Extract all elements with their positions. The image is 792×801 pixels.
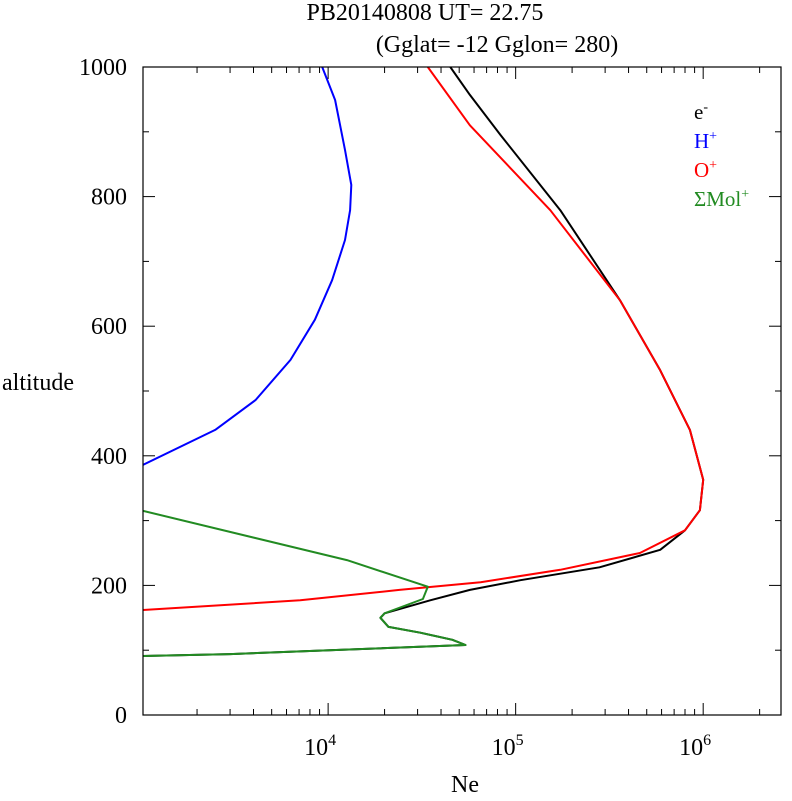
y-tick-label: 200 — [91, 573, 127, 599]
chart-title: PB20140808 UT= 22.75 — [307, 0, 544, 26]
legend-superscript: - — [703, 100, 708, 115]
legend: e- H+ O+ ΣMol+ — [694, 100, 749, 211]
chart-subtitle: (Gglat= -12 Gglon= 280) — [376, 32, 618, 58]
y-tick-label: 600 — [91, 314, 127, 340]
legend-entry-o-plus: O+ — [694, 158, 717, 182]
y-axis-label: altitude — [2, 370, 74, 396]
x-tick-label: 106 — [679, 732, 711, 761]
legend-superscript: + — [741, 187, 749, 202]
x-tick-label: 104 — [304, 732, 336, 761]
series-line-mol-plus — [143, 509, 467, 657]
legend-superscript: + — [709, 158, 717, 173]
y-tick-label: 0 — [115, 703, 127, 729]
y-tick-label: 1000 — [79, 55, 127, 81]
series-line-o-plus — [143, 67, 705, 611]
series-line-h-plus — [143, 67, 353, 466]
tick-layer: 0 200 400 600 800 1000 104 105 106 — [79, 55, 781, 761]
legend-entry-h-plus: H+ — [694, 129, 717, 153]
plot-frame — [142, 66, 782, 716]
x-tick-exponent: 6 — [703, 732, 711, 749]
y-tick-label: 800 — [91, 185, 127, 211]
legend-entry-mol-plus: ΣMol+ — [694, 187, 749, 211]
legend-superscript: + — [709, 129, 717, 144]
legend-entry-electron: e- — [694, 100, 708, 124]
x-tick-exponent: 5 — [516, 732, 524, 749]
x-tick-label: 105 — [492, 732, 524, 761]
series-line-electron — [143, 67, 705, 657]
x-axis-label: Ne — [451, 772, 479, 796]
x-tick-exponent: 4 — [328, 732, 336, 749]
y-tick-label: 400 — [91, 444, 127, 470]
series-layer — [143, 67, 705, 657]
